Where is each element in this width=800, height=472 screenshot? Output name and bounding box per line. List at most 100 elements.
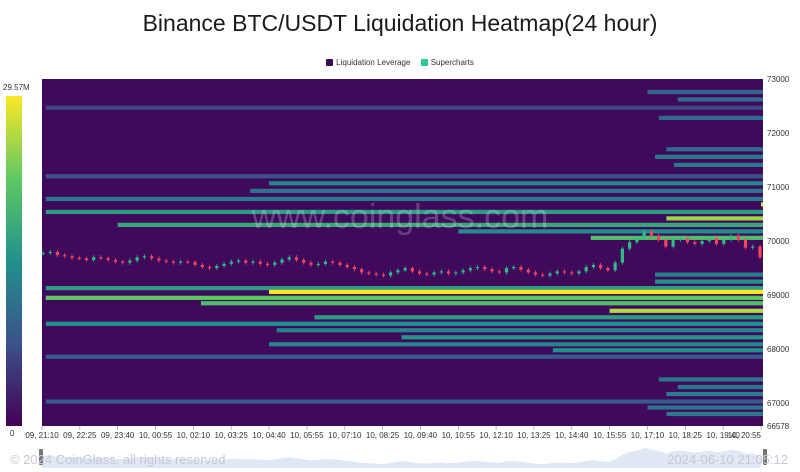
candle-body — [758, 246, 762, 258]
candle-body — [99, 257, 103, 259]
candle-body — [700, 241, 704, 244]
navigator-left-handle[interactable] — [39, 449, 43, 465]
heatmap-bands — [45, 89, 764, 417]
legend-item-supercharts[interactable]: Supercharts — [420, 58, 474, 67]
candle-body — [439, 271, 443, 273]
y-tick-label: 72000 — [767, 129, 790, 138]
candle-body — [591, 264, 596, 268]
heatmap-band — [552, 348, 763, 353]
candle-body — [323, 261, 328, 264]
price-candles — [41, 229, 762, 278]
candle-body — [657, 235, 661, 241]
x-tick-label: 10, 03:25 — [215, 431, 249, 440]
heatmap-band — [314, 315, 763, 320]
candle-body — [316, 263, 320, 265]
candle-body — [360, 269, 364, 273]
candle-body — [519, 267, 523, 270]
heatmap-band — [117, 222, 764, 227]
y-tick-label: 71000 — [767, 183, 790, 192]
heatmap-band — [647, 89, 763, 95]
colorbar-max-label: 29.57M — [3, 83, 30, 92]
heatmap-band — [250, 188, 763, 193]
candle-body — [280, 259, 284, 263]
candle-body — [84, 258, 89, 261]
candle-body — [642, 231, 646, 238]
x-tick-label: 10, 13:25 — [517, 431, 551, 440]
candle-body — [454, 272, 458, 274]
x-tick-label: 10, 14:40 — [555, 431, 589, 440]
heatmap-band — [45, 174, 764, 179]
y-axis: 73000 72000 71000 70000 69000 68000 67000 66578 — [767, 75, 790, 431]
legend-item-liquidation-leverage[interactable]: Liquidation Leverage — [326, 58, 410, 67]
candle-body — [562, 271, 567, 273]
heatmap-band — [655, 154, 763, 159]
heatmap-band — [269, 181, 763, 186]
timestamp-text: 2024-06-10 21:05:12 — [667, 452, 788, 467]
candle-body — [613, 262, 617, 271]
legend-label: Supercharts — [430, 58, 474, 67]
candle-body — [171, 261, 175, 263]
x-axis: 09, 21:10 09, 22:25 09, 23:40 10, 00:55 10, … — [25, 426, 762, 440]
candle-body — [606, 268, 610, 271]
heatmap-band — [666, 147, 763, 152]
candle-body — [577, 271, 581, 274]
x-tick-label: 10, 18:25 — [669, 431, 703, 440]
y-tick-label: 70000 — [767, 237, 790, 246]
heatmap-band — [276, 328, 763, 333]
candle-body — [251, 261, 255, 263]
navigator-right-handle[interactable] — [763, 449, 767, 465]
x-tick-label: 10, 04:40 — [252, 431, 286, 440]
copyright-text: © 2024 CoinGlass, all rights reserved — [10, 452, 226, 467]
heatmap-band — [200, 301, 764, 306]
candle-body — [128, 260, 132, 263]
candle-body — [309, 262, 313, 265]
candle-body — [367, 272, 371, 274]
candle-body — [157, 258, 161, 261]
heatmap-band — [45, 399, 764, 404]
candle-body — [628, 242, 632, 249]
x-tick-label: 10, 15:55 — [593, 431, 627, 440]
candle-body — [555, 271, 559, 274]
candle-body — [63, 255, 67, 257]
candle-body — [294, 257, 299, 261]
candle-body — [345, 264, 349, 268]
candle-body — [215, 265, 219, 269]
candle-body — [425, 273, 429, 275]
candle-body — [599, 264, 603, 269]
candle-body — [671, 240, 675, 247]
colorbar-min-label: 0 — [10, 429, 15, 438]
x-tick-label: 10, 12:10 — [479, 431, 513, 440]
candle-body — [635, 237, 639, 243]
candle-body — [381, 274, 385, 276]
heatmap-band — [666, 411, 763, 417]
heatmap-band — [655, 279, 763, 284]
heatmap-band — [666, 391, 763, 397]
candle-body — [743, 240, 748, 248]
candle-body — [722, 240, 726, 244]
heatmap-band — [269, 289, 763, 294]
candle-body — [512, 267, 516, 269]
candle-body — [331, 261, 335, 263]
candle-body — [649, 231, 653, 236]
candle-body — [186, 261, 190, 263]
x-tick-label: 10, 17:10 — [631, 431, 665, 440]
x-tick-label: 10, 02:10 — [177, 431, 211, 440]
candle-body — [678, 238, 682, 241]
candle-body — [432, 272, 436, 275]
heatmap-band — [45, 321, 764, 326]
candle-body — [48, 251, 52, 254]
x-tick-label: 10, 07:10 — [328, 431, 362, 440]
heatmap-band — [673, 162, 763, 168]
candle-body — [258, 261, 262, 264]
candle-body — [693, 242, 697, 244]
candle-body — [461, 270, 465, 273]
candle-body — [142, 256, 146, 258]
heatmap-band — [590, 235, 763, 240]
candle-body — [273, 262, 277, 265]
candle-body — [620, 248, 624, 263]
heatmap-band — [655, 272, 763, 277]
candle-body — [468, 268, 472, 271]
x-tick-label: 10, 08:25 — [366, 431, 400, 440]
plot-background — [42, 79, 763, 426]
